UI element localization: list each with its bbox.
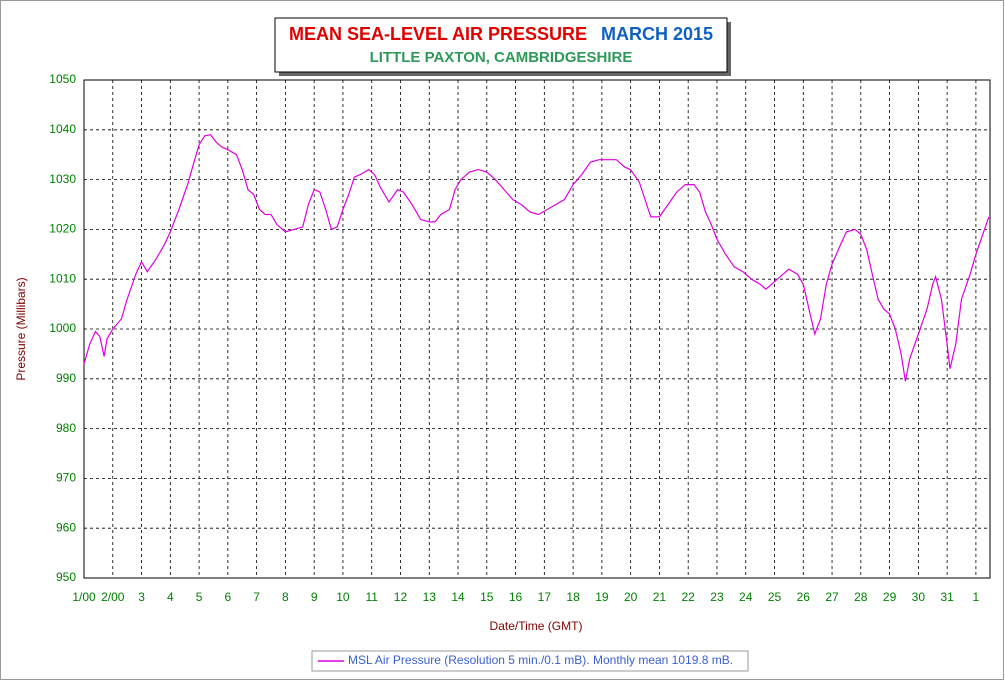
x-tick-label: 15 (480, 590, 494, 604)
y-tick-label: 1010 (49, 271, 76, 285)
x-tick-label: 3 (138, 590, 145, 604)
y-tick-label: 980 (56, 421, 76, 435)
plot-border (83, 79, 991, 579)
y-tick-label: 1020 (49, 222, 76, 236)
y-tick-label: 1040 (49, 122, 76, 136)
x-tick-label: 6 (225, 590, 232, 604)
x-axis-label: Date/Time (GMT) (490, 619, 583, 633)
x-tick-label: 2/00 (101, 590, 125, 604)
x-tick-label: 25 (768, 590, 782, 604)
x-tick-label: 8 (282, 590, 289, 604)
x-tick-label: 29 (883, 590, 897, 604)
x-tick-label: 14 (451, 590, 465, 604)
x-tick-label: 18 (566, 590, 580, 604)
x-tick-label: 12 (394, 590, 408, 604)
x-tick-label: 27 (825, 590, 839, 604)
x-tick-label: 21 (653, 590, 667, 604)
x-tick-label: 22 (682, 590, 696, 604)
x-tick-label: 28 (854, 590, 868, 604)
y-tick-label: 1030 (49, 172, 76, 186)
x-tick-label: 24 (739, 590, 753, 604)
y-tick-label: 970 (56, 471, 76, 485)
x-tick-label: 5 (196, 590, 203, 604)
subtitle: LITTLE PAXTON, CAMBRIDGESHIRE (370, 49, 633, 66)
x-tick-label: 30 (912, 590, 926, 604)
legend-box (311, 650, 749, 672)
x-tick-label: 23 (710, 590, 724, 604)
x-tick-label: 31 (940, 590, 954, 604)
title: MEAN SEA-LEVEL AIR PRESSURE MARCH 2015 (289, 24, 713, 44)
title-main: MEAN SEA-LEVEL AIR PRESSURE (289, 24, 587, 44)
title-date: MARCH 2015 (601, 24, 713, 44)
y-tick-label: 950 (56, 570, 76, 584)
x-tick-label: 11 (365, 590, 378, 604)
y-tick-label: 1000 (49, 321, 76, 335)
x-tick-label: 7 (253, 590, 260, 604)
x-tick-label: 1/00 (72, 590, 96, 604)
y-tick-label: 1050 (49, 72, 76, 86)
x-tick-label: 16 (509, 590, 523, 604)
y-tick-label: 990 (56, 371, 76, 385)
x-tick-label: 17 (538, 590, 552, 604)
x-tick-label: 1 (973, 590, 980, 604)
x-tick-label: 9 (311, 590, 318, 604)
x-tick-label: 26 (797, 590, 811, 604)
y-axis-label: Pressure (Millibars) (14, 277, 28, 380)
title-box (274, 17, 728, 73)
x-tick-label: 4 (167, 590, 174, 604)
x-tick-label: 13 (423, 590, 437, 604)
pressure-line (83, 134, 990, 382)
y-tick-label: 960 (56, 520, 76, 534)
x-tick-label: 20 (624, 590, 638, 604)
legend-entry: MSL Air Pressure (Resolution 5 min./0.1 … (348, 653, 733, 667)
x-tick-label: 10 (336, 590, 350, 604)
x-tick-label: 19 (595, 590, 609, 604)
